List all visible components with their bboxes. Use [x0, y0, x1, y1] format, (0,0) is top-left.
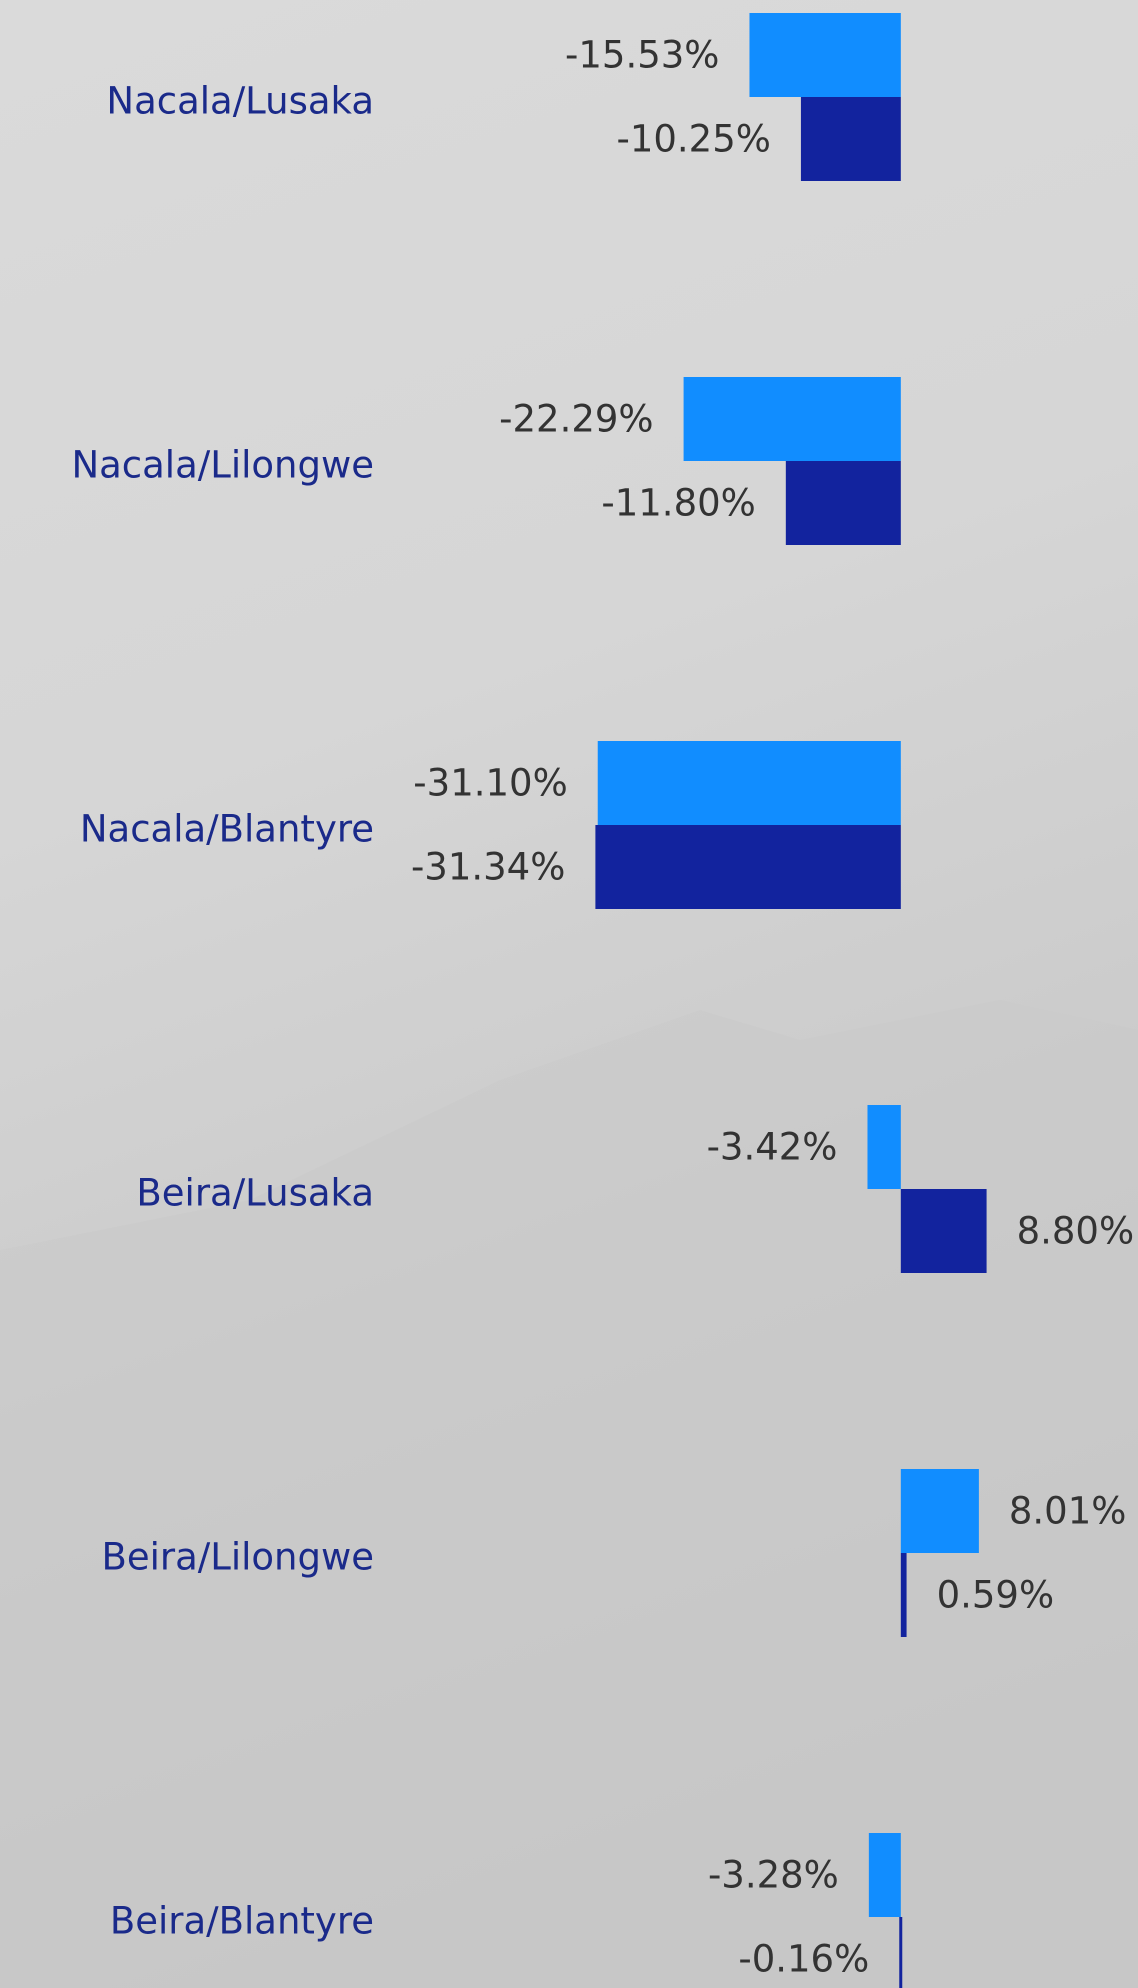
bar: [785, 461, 901, 545]
value-label: -0.16%: [738, 1938, 869, 1981]
category-label: Beira/Blantyre: [110, 1900, 374, 1943]
value-label: -10.25%: [616, 118, 770, 161]
category-label: Nacala/Lusaka: [106, 80, 374, 123]
value-label: -3.42%: [707, 1126, 838, 1169]
value-label: -3.28%: [708, 1854, 839, 1897]
bar: [900, 1469, 979, 1553]
bar: [683, 377, 901, 461]
bar: [900, 1553, 907, 1637]
category-label: Nacala/Lilongwe: [71, 444, 374, 487]
value-label: -15.53%: [565, 34, 719, 77]
bar: [749, 13, 901, 97]
value-label: -31.10%: [413, 762, 567, 805]
mountain-shade: [0, 1000, 1138, 1988]
bar: [595, 825, 901, 909]
value-label: -22.29%: [499, 398, 653, 441]
bar: [868, 1833, 901, 1917]
category-label: Beira/Lusaka: [136, 1172, 374, 1215]
category-label: Beira/Lilongwe: [101, 1536, 374, 1579]
bar: [900, 1189, 987, 1273]
value-label: 8.01%: [1009, 1490, 1127, 1533]
category-label: Nacala/Blantyre: [80, 808, 374, 851]
value-label: 0.59%: [937, 1574, 1055, 1617]
value-label: -11.80%: [601, 482, 755, 525]
bar: [899, 1917, 903, 1988]
bar: [800, 97, 901, 181]
bar: [867, 1105, 901, 1189]
bar: [597, 741, 901, 825]
value-label: 8.80%: [1017, 1210, 1135, 1253]
value-label: -31.34%: [411, 846, 565, 889]
